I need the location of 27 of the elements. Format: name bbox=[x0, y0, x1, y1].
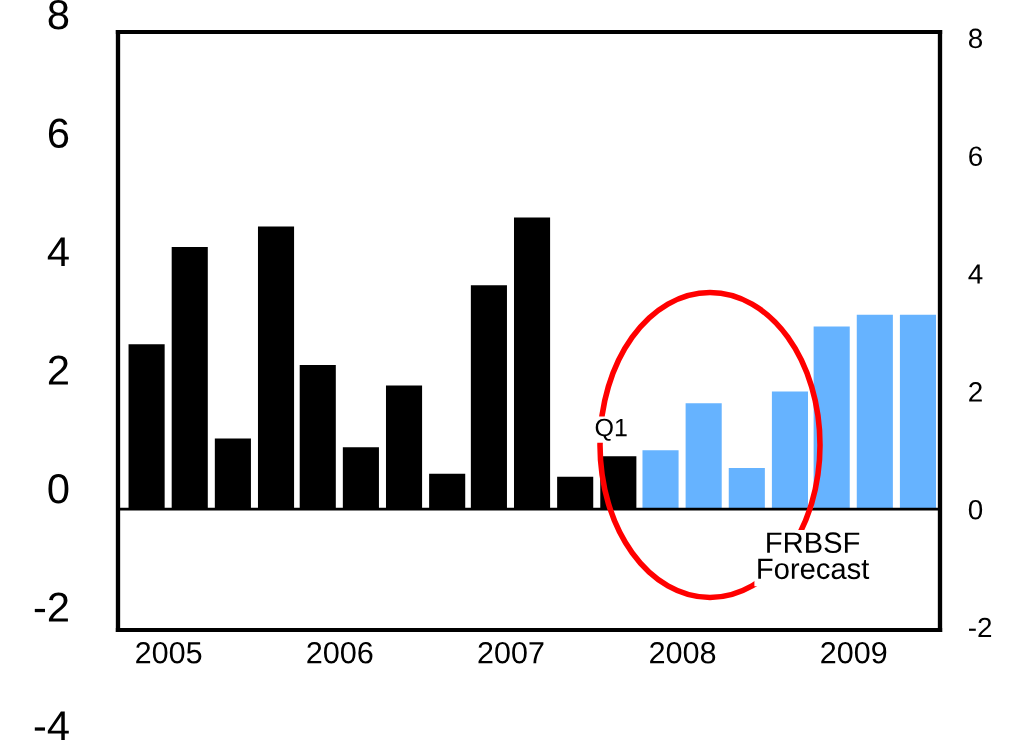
bar bbox=[813, 326, 850, 510]
bar bbox=[899, 314, 937, 510]
x-tick-label: 2005 bbox=[136, 641, 202, 664]
y2-tick-label: 4 bbox=[968, 264, 983, 284]
bar bbox=[642, 450, 679, 510]
bar bbox=[856, 314, 893, 510]
y-tick-label: -4 bbox=[34, 711, 69, 741]
y-tick-label: 8 bbox=[48, 0, 69, 30]
y2-tick-label: 2 bbox=[969, 382, 982, 402]
bar bbox=[685, 403, 722, 510]
y-tick-label: 0 bbox=[48, 474, 69, 504]
y-tick-label: -2 bbox=[34, 592, 68, 622]
x-tick-label: 2006 bbox=[307, 641, 373, 664]
y2-tick-label: 8 bbox=[968, 28, 983, 49]
x-tick-label: 2009 bbox=[821, 641, 887, 664]
y-tick-label: 4 bbox=[47, 237, 69, 267]
annotation: Q1 bbox=[595, 418, 627, 441]
annotation: FRBSF Forecast bbox=[758, 532, 870, 580]
x-tick-label: 2008 bbox=[650, 641, 716, 664]
y2-tick-label: 0 bbox=[968, 499, 983, 520]
bar bbox=[771, 391, 808, 510]
y-tick-label: 6 bbox=[48, 118, 69, 149]
y2-tick-label: -2 bbox=[969, 617, 992, 638]
x-tick-label: 2007 bbox=[478, 641, 544, 664]
y2-tick-label: 6 bbox=[969, 146, 983, 167]
y-tick-label: 2 bbox=[48, 355, 68, 385]
bar bbox=[728, 467, 765, 510]
